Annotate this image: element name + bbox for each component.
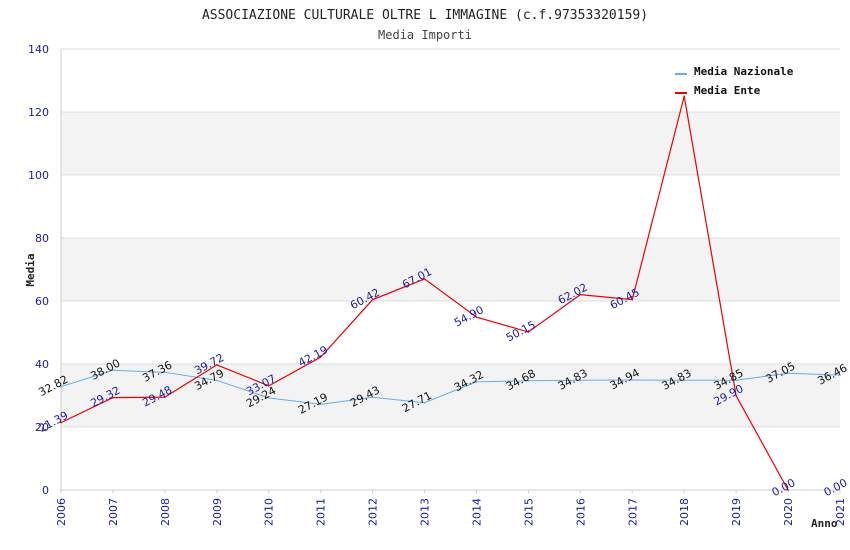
x-tick-label: 2008 bbox=[159, 498, 172, 526]
data-point bbox=[683, 95, 685, 98]
x-tick-label: 2011 bbox=[315, 498, 328, 526]
data-point bbox=[735, 395, 737, 397]
y-tick-label: 80 bbox=[35, 232, 49, 245]
x-tick-label: 2010 bbox=[263, 498, 276, 526]
x-tick-label: 2017 bbox=[626, 498, 639, 526]
legend: Media Nazionale Media Ente bbox=[675, 65, 794, 97]
data-point bbox=[112, 369, 114, 372]
data-point bbox=[735, 379, 737, 382]
data-point bbox=[216, 379, 218, 382]
y-tick-label: 60 bbox=[35, 295, 49, 308]
data-point bbox=[371, 298, 374, 301]
y-ticks: 0 20 40 60 80 100 120 140 bbox=[28, 43, 49, 497]
data-point bbox=[60, 385, 62, 388]
band bbox=[61, 364, 840, 427]
legend-label-ente: Media Ente bbox=[694, 84, 761, 97]
y-tick-label: 20 bbox=[35, 421, 49, 434]
y-tick-label: 40 bbox=[35, 358, 49, 371]
data-label: 0.00 bbox=[822, 476, 850, 499]
y-tick-label: 140 bbox=[28, 43, 49, 56]
data-point bbox=[371, 396, 374, 399]
data-point bbox=[112, 396, 114, 399]
band bbox=[61, 238, 840, 301]
data-point bbox=[475, 316, 478, 318]
x-tick-label: 2021 bbox=[834, 498, 847, 526]
data-point bbox=[527, 379, 530, 382]
x-tick-label: 2013 bbox=[419, 498, 432, 526]
data-label: 0.00 bbox=[770, 476, 798, 499]
x-axis-label: Anno bbox=[811, 517, 838, 530]
chart-subtitle: Media Importi bbox=[378, 28, 472, 42]
x-ticks: 2006 2007 2008 2009 2010 2011 2012 2013 2014 2015… bbox=[55, 490, 847, 526]
x-tick-label: 2014 bbox=[470, 498, 483, 526]
x-tick-label: 2015 bbox=[522, 498, 535, 526]
data-point bbox=[423, 278, 426, 280]
x-tick-label: 2012 bbox=[367, 498, 380, 526]
data-point bbox=[683, 379, 685, 382]
data-point bbox=[319, 356, 322, 358]
band bbox=[61, 112, 840, 175]
data-point bbox=[60, 421, 62, 424]
y-tick-label: 100 bbox=[28, 169, 49, 182]
data-point bbox=[319, 403, 322, 406]
data-point bbox=[216, 364, 218, 366]
data-point bbox=[267, 397, 270, 399]
data-point bbox=[423, 401, 426, 404]
data-point bbox=[787, 372, 789, 375]
data-point bbox=[631, 379, 634, 381]
y-tick-label: 120 bbox=[28, 106, 49, 119]
data-point bbox=[475, 381, 478, 383]
data-label: 54.90 bbox=[452, 303, 486, 329]
data-point bbox=[527, 331, 530, 333]
data-point bbox=[631, 298, 634, 301]
legend-label-nazionale: Media Nazionale bbox=[694, 65, 794, 78]
data-point bbox=[267, 385, 270, 387]
chart-title: ASSOCIAZIONE CULTURALE OLTRE L IMMAGINE … bbox=[202, 8, 648, 23]
data-label: 50.15 bbox=[504, 318, 538, 344]
series-lines bbox=[60, 95, 841, 491]
data-point bbox=[839, 374, 841, 376]
y-axis-label: Media bbox=[24, 253, 37, 286]
data-point bbox=[579, 293, 582, 296]
data-point bbox=[579, 379, 582, 382]
x-tick-label: 2007 bbox=[107, 498, 120, 526]
x-tick-label: 2020 bbox=[782, 498, 795, 526]
x-tick-label: 2018 bbox=[678, 498, 691, 526]
series-line-nazionale bbox=[60, 369, 841, 405]
data-point bbox=[787, 489, 789, 491]
x-tick-label: 2019 bbox=[730, 498, 743, 526]
data-point bbox=[164, 371, 166, 374]
data-point bbox=[164, 396, 166, 398]
y-tick-label: 0 bbox=[42, 484, 49, 497]
data-label: 21.39 bbox=[36, 409, 70, 435]
x-tick-label: 2016 bbox=[574, 498, 587, 526]
x-tick-label: 2009 bbox=[211, 498, 224, 526]
axes bbox=[60, 49, 840, 491]
x-tick-label: 2006 bbox=[55, 498, 68, 526]
